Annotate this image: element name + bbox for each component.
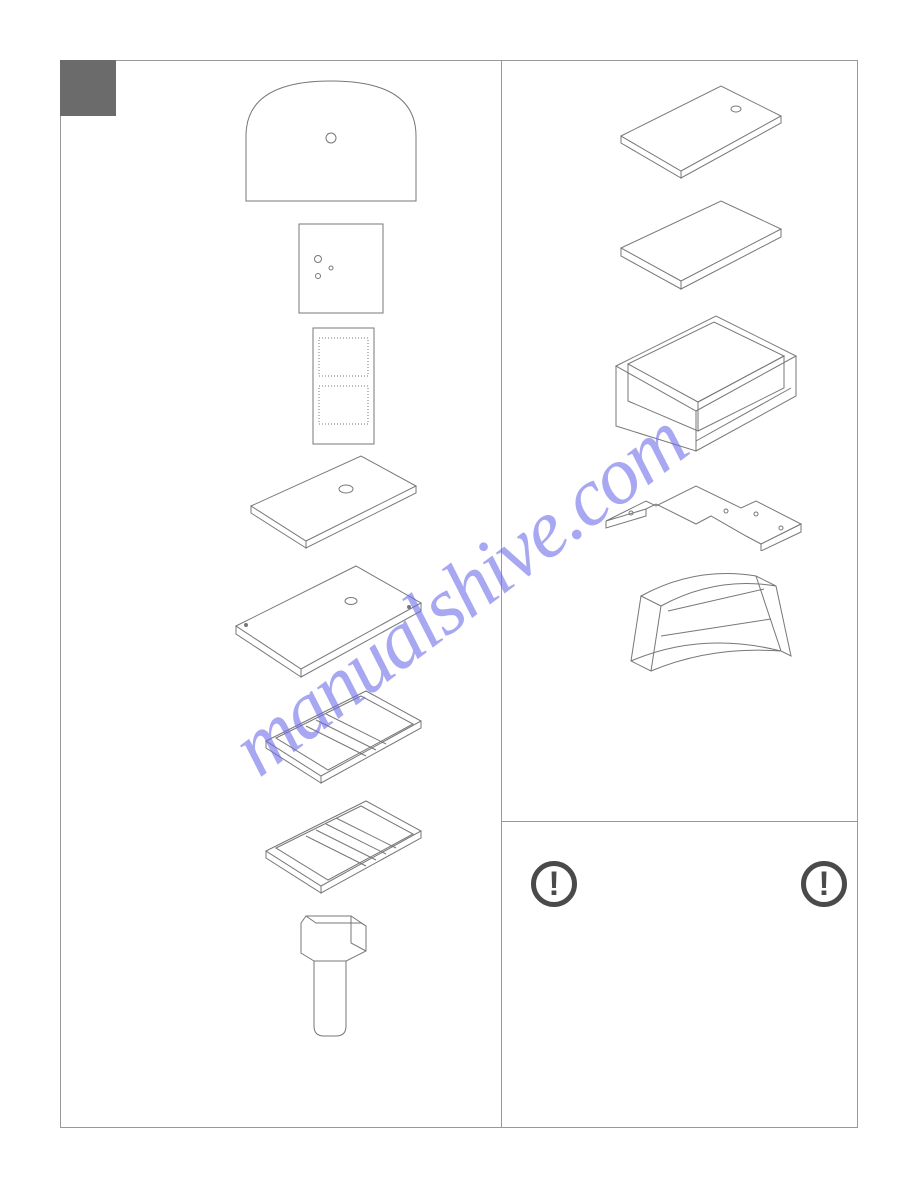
- drawer-box: [606, 306, 806, 456]
- leg-piece: [296, 911, 376, 1041]
- small-panel-holes: [296, 221, 386, 316]
- page-tab: [60, 60, 116, 116]
- warning-icon: [531, 861, 577, 907]
- top-shelf-hole: [616, 81, 786, 181]
- warning-icon: [801, 861, 847, 907]
- mid-shelf: [616, 196, 786, 291]
- slotted-panel-b: [261, 796, 426, 896]
- slotted-panel-a: [261, 686, 426, 786]
- iso-panel-large: [231, 561, 426, 681]
- bracket-bar: [601, 466, 811, 551]
- vertical-divider: [501, 61, 502, 1127]
- curved-frame: [626, 561, 796, 691]
- perforated-panel: [311, 326, 376, 446]
- horizontal-divider: [501, 821, 858, 822]
- iso-panel-hole: [246, 451, 421, 551]
- page-frame: manualshive.com: [60, 60, 858, 1128]
- rounded-top-panel: [241, 76, 421, 206]
